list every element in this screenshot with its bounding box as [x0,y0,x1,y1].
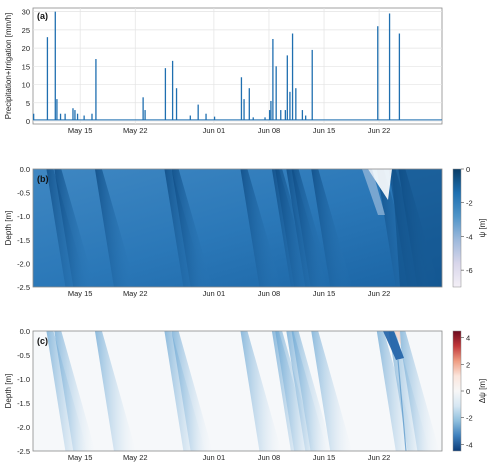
panel-a: 0 5 10 15 20 25 30 May 15 May 22 Jun 01 Jun 08 Jun… [4,7,443,135]
panel-a-xtick-label: Jun 22 [368,126,391,135]
panel-b-colorbar-tick-label: 0 [466,165,470,174]
panel-c-front [94,331,136,451]
panel-c-front [291,331,333,451]
panel-c-ytick-label: -1.5 [17,399,30,408]
panel-c-front [398,331,440,451]
panel-b-front [291,169,333,287]
panel-b: 0.0 -0.5 -1.0 -1.5 -2.0 -2.5 May 15 May 22 Jun … [4,165,487,298]
panel-c-wetting-fronts [46,331,440,451]
panel-a-xtick-label: Jun 01 [203,126,226,135]
panel-c-decrease [394,331,401,345]
panel-c-colorbar-ticks: 4 2 0 -2 -4 [461,334,473,449]
panel-a-bars [33,11,401,120]
panel-b-colorbar-tick-label: -2 [466,199,473,208]
panel-b-colorbar-tick-label: -4 [466,232,473,241]
panel-b-xtick-label: May 22 [123,289,148,298]
panel-a-xtick-label: May 15 [68,126,93,135]
panel-c-xtick-label: Jun 08 [258,453,281,462]
panel-c-colorbar-tick-label: 4 [466,334,470,343]
panel-c-xtick-label: May 15 [68,453,93,462]
panel-b-front [54,169,96,287]
panel-a-y-ticks: 0 5 10 15 20 25 30 [22,8,30,126]
panel-a-xtick-label: Jun 15 [313,126,336,135]
panel-c-xtick-label: Jun 15 [313,453,336,462]
panel-c-front [54,331,96,451]
panel-c-front [311,331,353,451]
panel-c-colorbar-label: Δψ [m] [478,379,487,403]
panel-b-ytick-label: -1.0 [17,212,30,221]
panel-a-xtick-label: May 22 [123,126,148,135]
panel-c-xtick-label: Jun 22 [368,453,391,462]
panel-c-ylabel: Depth [m] [4,374,13,409]
panel-a-label: (a) [37,11,48,21]
panel-b-front [94,169,136,287]
panel-b-colorbar-tick-label: -6 [466,266,473,275]
panel-c-colorbar-tick-label: -2 [466,414,473,423]
panel-c-ytick-label: 0.0 [20,327,30,336]
panel-c-front-line [397,359,407,451]
panel-b-ytick-label: -0.5 [17,189,30,198]
panel-c-ytick-label: -0.5 [17,351,30,360]
panel-a-grid [33,8,442,124]
panel-b-xtick-label: Jun 15 [313,289,336,298]
panel-c: 0.0 -0.5 -1.0 -1.5 -2.0 -2.5 May 15 May 22 Jun … [4,327,487,462]
panel-a-ytick-label: 30 [22,8,30,17]
panel-b-label: (b) [37,174,49,184]
panel-b-x-ticks: May 15 May 22 Jun 01 Jun 08 Jun 15 Jun 22 [68,289,390,298]
panel-c-label: (c) [37,336,48,346]
panel-b-xtick-label: Jun 22 [368,289,391,298]
panel-c-y-ticks: 0.0 -0.5 -1.0 -1.5 -2.0 -2.5 [17,327,30,456]
panel-b-colorbar-label: ψ [m] [478,218,487,237]
panel-c-heatmap [33,331,442,451]
panel-b-colorbar-ticks: 0 -2 -4 -6 [461,165,473,275]
panel-c-ytick-label: -2.0 [17,423,30,432]
panel-a-ytick-label: 20 [22,44,30,53]
panel-c-front [240,331,282,451]
panel-a-xtick-label: Jun 08 [258,126,281,135]
panel-b-colorbar [452,168,462,288]
panel-a-ytick-label: 15 [22,62,30,71]
panel-c-front [171,331,213,451]
panel-c-colorbar [452,330,462,452]
panel-b-xtick-label: Jun 08 [258,289,281,298]
panel-b-heatmap [33,169,442,287]
panel-b-frame [32,168,443,288]
panel-c-ytick-label: -1.0 [17,375,30,384]
panel-a-ytick-label: 25 [22,26,30,35]
panel-b-xtick-label: May 15 [68,289,93,298]
panel-c-colorbar-tick-label: 0 [466,387,470,396]
panel-c-xtick-label: May 22 [123,453,148,462]
panel-c-x-ticks: May 15 May 22 Jun 01 Jun 08 Jun 15 Jun 22 [68,453,390,462]
panel-b-y-ticks: 0.0 -0.5 -1.0 -1.5 -2.0 -2.5 [17,165,30,292]
panel-b-ytick-label: -2.5 [17,283,30,292]
panel-b-ytick-label: -2.0 [17,259,30,268]
panel-b-ytick-label: -1.5 [17,236,30,245]
panel-b-front [311,169,353,287]
panel-c-frame [32,330,443,452]
panel-a-x-ticks: May 15 May 22 Jun 01 Jun 08 Jun 15 Jun 22 [68,126,390,135]
panel-a-ytick-label: 10 [22,81,30,90]
panel-b-ytick-label: 0.0 [20,165,30,174]
panel-a-ylabel: Precipitation+Irrigation [mm/h] [4,13,13,120]
panel-b-xtick-label: Jun 01 [203,289,226,298]
panel-b-dry-halo [362,169,385,215]
panel-c-ytick-label: -2.5 [17,447,30,456]
panel-a-ytick-label: 0 [26,117,30,126]
panel-b-front [240,169,282,287]
panel-b-front [171,169,213,287]
panel-c-strong-increase [383,331,404,360]
panel-b-late-wetting [392,169,442,287]
panel-c-colorbar-tick-label: -4 [466,440,473,449]
panel-b-ylabel: Depth [m] [4,211,13,246]
panel-a-ytick-label: 5 [26,99,30,108]
panel-c-colorbar-tick-label: 2 [466,360,470,369]
panel-c-xtick-label: Jun 01 [203,453,226,462]
